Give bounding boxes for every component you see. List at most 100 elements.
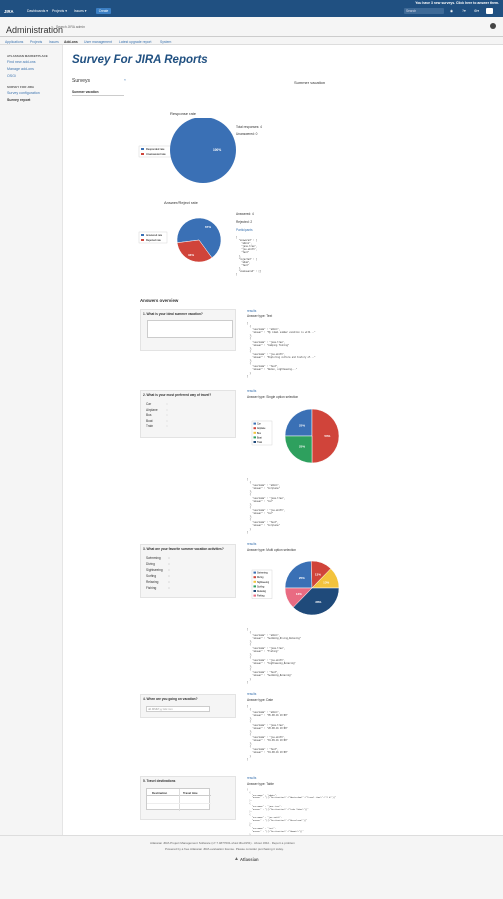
option-relaxing[interactable]: Relaxing □ [146, 580, 170, 584]
option-boat[interactable]: Boat ○ [146, 418, 168, 423]
question-2-answer-type: Answer type: Single option selection [247, 395, 299, 399]
tab-projects[interactable]: Projects [30, 40, 43, 44]
survey-notification[interactable]: You have 3 new surveys. Click here to an… [415, 1, 499, 5]
answered-count: Answered: 4 [236, 212, 254, 216]
sidebar-item-osgi[interactable]: OSGi [7, 74, 16, 78]
question-5-table[interactable]: Destination Travel time [146, 788, 211, 811]
legend-surfing: Surfing [257, 585, 265, 588]
answer-reject-title: Answer/Reject rate [164, 200, 198, 205]
legend-diving: Diving [257, 577, 264, 579]
legend-swatch-diving [253, 576, 256, 579]
legend-swatch-car [253, 422, 256, 425]
answer-reject-chart: Answered rate Rejected rate 67% 33% [138, 217, 222, 263]
question-1-textarea[interactable] [147, 320, 233, 338]
sidebar-item-survey-report[interactable]: Survey report [7, 98, 31, 102]
option-fishing[interactable]: Fishing □ [146, 586, 170, 590]
admin-tabs [0, 37, 503, 45]
question-5-json: [ { "username" : "admin", "answer" : "[{… [247, 789, 337, 839]
participants-link[interactable]: Participants [236, 228, 253, 232]
user-avatar[interactable] [490, 23, 496, 29]
option-train[interactable]: Train ○ [146, 424, 168, 428]
option-diving[interactable]: Diving □ [146, 562, 170, 566]
admin-search-input[interactable]: Search JIRA admin [56, 25, 86, 29]
legend-swimming: Swimming [257, 573, 268, 575]
app-header: JIRA Dashboards ▾ Projects ▾ Issues ▾ Cr… [0, 6, 503, 17]
question-3-answer-type: Answer type: Multi option selection [247, 548, 297, 552]
option-car[interactable]: Car ○ [146, 402, 168, 406]
question-5-title: 5. Travel destinations [143, 779, 176, 783]
legend-train: Train [257, 441, 263, 444]
question-3-box [140, 544, 236, 598]
question-4-title: 4. When are you going on vacation? [143, 697, 198, 701]
avatar[interactable] [486, 8, 493, 14]
question-3-results-link[interactable]: results [247, 542, 257, 546]
notifications-icon[interactable]: ◉ [450, 9, 454, 13]
question-3-title: 3. What are your favorite summer vacatio… [143, 547, 224, 551]
jira-logo[interactable]: JIRA [4, 9, 14, 14]
create-button[interactable]: Create [96, 8, 111, 14]
pie-slice-boat [284, 435, 313, 464]
option-airplane[interactable]: Airplane ○ [146, 407, 168, 412]
question-2-options: Car ○ Airplane ○ Bus ○ Boat ○ Train ○ [146, 402, 168, 430]
legend-car: Car [257, 423, 261, 426]
option-sightseeing[interactable]: Sightseeing □ [146, 568, 170, 572]
option-bus[interactable]: Bus ○ [146, 413, 168, 417]
legend-sightseeing: Sightseeing [257, 581, 270, 584]
sidebar-item-survey-configuration[interactable]: Survey configuration [7, 91, 40, 95]
nav-issues[interactable]: Issues ▾ [74, 9, 87, 13]
surveys-expand-icon[interactable]: « [124, 78, 126, 82]
unanswered-count: Unanswered: 0 [236, 132, 258, 136]
question-1-title: 1. What is your ideal summer vacation? [143, 312, 203, 316]
sidebar-item-find-new-add-ons[interactable]: Find new add-ons [7, 60, 36, 64]
participants-json: [ "answered" : [ "admin", "jane.tree", "… [236, 236, 262, 277]
legend-answered: Answered rate [146, 234, 163, 237]
question-3-options: Swimming □ Diving □ Sightseeing □ Surfing □ … [146, 556, 170, 592]
question-2-title: 2. What is your most preferred way of tr… [143, 393, 212, 397]
tab-add-ons[interactable]: Add-ons [64, 40, 78, 44]
help-icon[interactable]: ?▾ [462, 9, 466, 13]
legend-unanswered: Unanswered rate [146, 152, 166, 156]
tab-user-management[interactable]: User management [84, 40, 112, 44]
tab-issues[interactable]: Issues [49, 40, 59, 44]
question-2-results-link[interactable]: results [247, 389, 257, 393]
question-4-results-link[interactable]: results [247, 692, 257, 696]
pie-label-relaxing: 38% [315, 600, 321, 604]
footer-license: Powered by a free Atlassian JIRA evaluat… [165, 847, 284, 851]
legend-swatch-relaxing [253, 590, 256, 592]
question-2-json: [ { "username" : "admin", "answer" : "Ai… [247, 478, 286, 534]
tab-applications[interactable]: Applications [5, 40, 24, 44]
pie-slice-rejected [176, 239, 213, 263]
page-title: Administration [6, 25, 64, 35]
pie-label-car: 25% [299, 424, 305, 428]
admin-header [0, 17, 503, 37]
question-1-results-link[interactable]: results [247, 309, 257, 313]
question-4-date-input[interactable]: dd.MMM.yy HH:mm [146, 706, 210, 712]
tab-system[interactable]: System [160, 40, 172, 44]
tab-latest-upgrade-report[interactable]: Latest upgrade report [119, 40, 152, 44]
question-5-results-link[interactable]: results [247, 776, 257, 780]
pie-slice-relaxing [292, 587, 340, 616]
sidebar-item-manage-add-ons[interactable]: Manage add-ons [7, 67, 34, 71]
pie-slice-answered [176, 217, 222, 259]
search-input[interactable]: Search [404, 8, 444, 14]
pie-slice-responded [170, 118, 236, 183]
legend-rejected: Rejected rate [146, 239, 161, 242]
atlassian-brand[interactable]: Atlassian [240, 857, 259, 862]
pie-label-responded: 100% [213, 148, 221, 152]
option-swimming[interactable]: Swimming □ [146, 556, 170, 560]
pie-label-swimming: 25% [299, 576, 305, 580]
survey-title: Summer vacation [294, 80, 326, 85]
footer-version[interactable]: Atlassian JIRA Project Management Softwa… [150, 841, 295, 845]
gear-icon[interactable]: ⚙▾ [474, 9, 480, 13]
legend-swatch-boat [253, 436, 256, 439]
survey-list-item[interactable]: Summer vacation [72, 90, 99, 94]
option-surfing[interactable]: Surfing □ [146, 574, 170, 578]
nav-projects[interactable]: Projects ▾ [52, 9, 67, 13]
pie-slice-car [284, 408, 313, 437]
legend-relaxing: Relaxing [257, 591, 267, 593]
pie-label-fishing: 13% [296, 592, 302, 596]
legend-swatch-fishing [253, 594, 256, 597]
nav-dashboards[interactable]: Dashboards ▾ [27, 9, 48, 13]
legend-boat: Boat [257, 436, 262, 439]
